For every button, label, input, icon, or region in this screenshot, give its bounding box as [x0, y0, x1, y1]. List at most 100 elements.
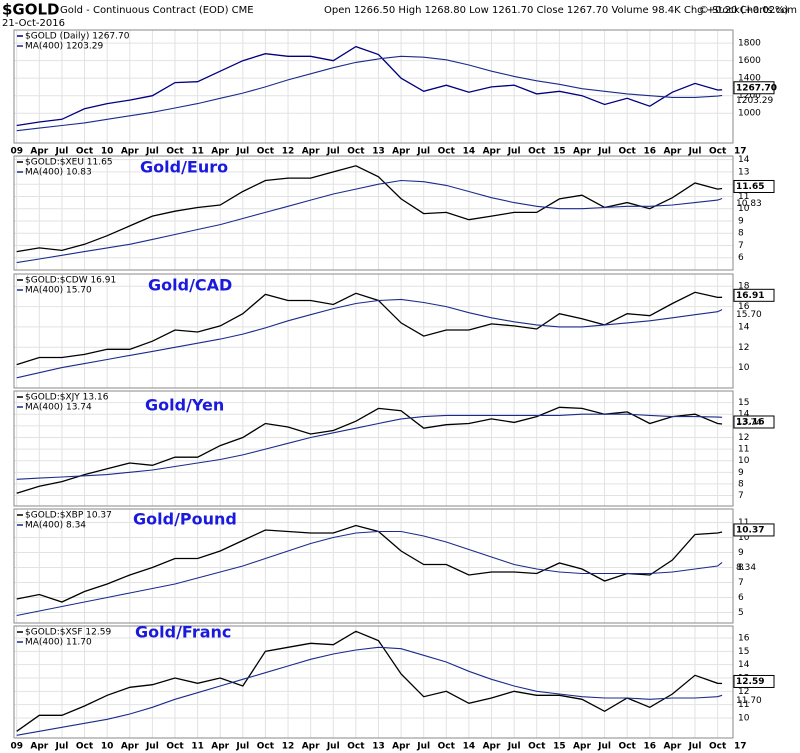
end-label: 10.37 [736, 525, 764, 535]
end-label-box [733, 523, 775, 537]
price-line [16, 45, 723, 127]
y-tick-label: 1400 [738, 74, 761, 84]
y-tick-label: 13 [738, 167, 749, 177]
x-tick-label: Oct [709, 147, 727, 157]
legend-label: $GOLD:$XJY 13.16 [25, 393, 109, 403]
y-tick-label: 11 [738, 192, 749, 202]
y-tick-label: 11 [738, 700, 749, 710]
panel-frame [13, 625, 734, 739]
end-label: 16.91 [736, 291, 764, 301]
y-tick-label: 11 [738, 518, 749, 528]
y-tick-label: 12 [738, 687, 749, 697]
y-tick-label: 1600 [738, 56, 761, 66]
y-tick-label: 5 [738, 608, 744, 618]
x-tick-label: Jul [688, 147, 702, 157]
legend-label: $GOLD (Daily) 1267.70 [25, 32, 130, 42]
y-tick-label: 12 [738, 433, 749, 443]
x-tick-label: 15 [553, 742, 566, 752]
panel-frame [13, 273, 734, 389]
panel-annotation: Gold/Pound [133, 510, 237, 529]
x-tick-label: 16 [644, 147, 657, 157]
ma-line [16, 179, 723, 264]
price-line [16, 406, 723, 494]
end-label-box [733, 81, 775, 95]
x-tick-label: 16 [644, 742, 657, 752]
ma-line [16, 55, 723, 132]
x-tick-label: Jul [507, 147, 521, 157]
y-tick-label: 14 [738, 660, 750, 670]
y-tick-label: 7 [738, 578, 744, 588]
x-tick-label: Apr [573, 147, 591, 157]
x-tick-label: Apr [483, 742, 501, 752]
y-tick-label: 8 [738, 229, 744, 239]
symbol: $GOLD [2, 1, 60, 19]
x-tick-label: Jul [597, 742, 611, 752]
x-tick-label: Oct [528, 742, 546, 752]
x-tick-label: Oct [257, 147, 275, 157]
x-tick-label: Apr [30, 742, 48, 752]
y-tick-label: 6 [738, 593, 744, 603]
x-tick-label: Jul [416, 147, 430, 157]
y-tick-label: 11 [738, 445, 749, 455]
end-label-box [733, 415, 775, 429]
x-tick-label: Jul [145, 147, 159, 157]
y-tick-label: 7 [738, 241, 744, 251]
y-tick-label: 10 [738, 363, 750, 373]
x-tick-label: Jul [326, 742, 340, 752]
legend-label: MA(400) 11.70 [25, 638, 92, 648]
x-tick-label: Oct [166, 147, 184, 157]
x-tick-label: Jul [688, 742, 702, 752]
x-tick-label: Oct [76, 147, 94, 157]
end-label: 13.74 [736, 418, 762, 428]
y-tick-label: 6 [738, 253, 744, 263]
y-tick-label: 1800 [738, 39, 761, 49]
panel-annotation: Gold/Franc [135, 623, 231, 642]
price-line [16, 165, 723, 253]
end-label: 1267.70 [736, 83, 777, 93]
y-tick-label: 10 [738, 204, 750, 214]
x-tick-label: 10 [101, 147, 114, 157]
y-tick-label: 8 [738, 563, 744, 573]
legend-label: $GOLD:$XEU 11.65 [25, 158, 113, 168]
x-tick-label: Jul [235, 147, 249, 157]
price-line [16, 630, 723, 732]
y-tick-label: 16 [738, 302, 750, 312]
end-label-box [733, 674, 775, 688]
legend-label: $GOLD:$CDW 16.91 [25, 276, 116, 286]
y-tick-label: 14 [738, 322, 750, 332]
x-tick-label: 11 [191, 742, 204, 752]
end-label: 15.70 [736, 310, 762, 320]
legend-label: MA(400) 15.70 [25, 286, 92, 296]
legend-label: MA(400) 8.34 [25, 521, 86, 531]
x-tick-label: Apr [302, 742, 320, 752]
x-tick-label: 17 [734, 742, 747, 752]
x-tick-label: Apr [392, 147, 410, 157]
ma-line [16, 413, 723, 480]
y-tick-label: 10 [738, 533, 750, 543]
x-tick-label: Jul [55, 742, 69, 752]
end-label: 12.59 [736, 677, 764, 687]
x-tick-label: Jul [326, 147, 340, 157]
y-tick-label: 9 [738, 216, 744, 226]
x-tick-label: 11 [191, 147, 204, 157]
quote: Open 1266.50 High 1268.80 Low 1261.70 Cl… [324, 5, 789, 16]
end-label: 1203.29 [736, 96, 773, 106]
panel-frame [13, 155, 734, 271]
x-tick-label: Jul [235, 742, 249, 752]
x-tick-label: Apr [392, 742, 410, 752]
x-tick-label: Jul [145, 742, 159, 752]
end-label: 11.65 [736, 182, 764, 192]
x-tick-label: Apr [30, 147, 48, 157]
y-tick-label: 14 [738, 155, 750, 165]
y-tick-label: 18 [738, 282, 750, 292]
y-tick-label: 1200 [738, 91, 761, 101]
x-tick-label: 13 [372, 147, 385, 157]
x-tick-label: Apr [121, 147, 139, 157]
x-tick-label: Apr [663, 742, 681, 752]
panel-annotation: Gold/Yen [145, 396, 224, 415]
x-tick-label: 10 [101, 742, 114, 752]
date: 21-Oct-2016 [2, 18, 65, 29]
x-tick-label: Jul [55, 147, 69, 157]
